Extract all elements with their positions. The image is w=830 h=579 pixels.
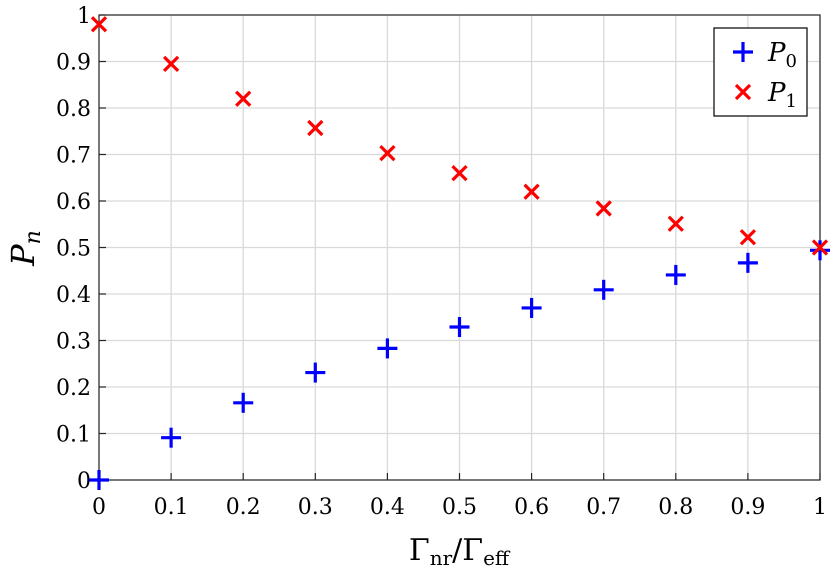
x-tick-label-5: 0.5 xyxy=(442,495,477,520)
y-tick-label-1: 0.1 xyxy=(56,423,91,448)
y-tick-label-10: 1 xyxy=(77,4,91,29)
legend-marker-p0 xyxy=(733,42,753,62)
legend-box xyxy=(713,27,808,117)
x-tick-label-10: 1 xyxy=(813,495,827,520)
marker-plus-series0-point6 xyxy=(521,297,542,318)
legend-label-p0-main: P xyxy=(767,38,786,68)
x-axis-title-gamma1: Γ xyxy=(409,533,430,568)
marker-plus-series0-point10 xyxy=(810,240,830,261)
y-axis-title: Pn xyxy=(4,230,46,267)
x-tick-label-8: 0.8 xyxy=(658,495,693,520)
marker-x-series1-point3 xyxy=(307,119,324,137)
y-axis-title-main: P xyxy=(4,244,42,267)
x-tick-label-4: 0.4 xyxy=(370,495,405,520)
y-axis-title-sub: n xyxy=(21,230,46,244)
y-tick-label-0: 0 xyxy=(77,469,91,494)
x-axis-title-sub1: nr xyxy=(430,546,453,570)
legend-label-p0: P0 xyxy=(767,38,797,72)
legend-plus-marker xyxy=(733,42,753,62)
grid-lines xyxy=(98,14,821,481)
y-tick-labels: 0 0.1 0.2 0.3 0.4 0.5 0.6 0.7 0.8 0.9 1 xyxy=(56,4,91,494)
x-tick-label-6: 0.6 xyxy=(514,495,549,520)
x-axis-title-slash: / xyxy=(452,533,463,568)
legend-entry-p0: P0 xyxy=(733,38,797,72)
marker-plus-series0-point7 xyxy=(593,279,614,300)
legend-label-p1: P1 xyxy=(767,78,797,112)
x-axis-title-gamma2: Γ xyxy=(462,533,483,568)
y-tick-label-9: 0.9 xyxy=(56,51,91,76)
marker-x-series1-point9 xyxy=(739,229,757,246)
y-tick-label-6: 0.6 xyxy=(56,190,91,215)
marker-plus-series0-point4 xyxy=(377,338,398,359)
marker-x-series1-point10 xyxy=(811,239,829,256)
marker-x-series1-point0 xyxy=(90,16,108,33)
legend: P0 P1 xyxy=(713,27,808,117)
marker-plus-series0-point1 xyxy=(161,427,182,448)
marker-plus-series0-point0 xyxy=(89,470,109,490)
x-tick-label-9: 0.9 xyxy=(730,495,765,520)
marker-plus-series0-point3 xyxy=(305,362,326,383)
marker-x-series1-point8 xyxy=(667,215,684,232)
marker-plus-series0-point8 xyxy=(665,264,686,285)
marker-plus-series0-point5 xyxy=(449,317,470,338)
marker-x-series1-point6 xyxy=(523,183,540,200)
marker-x-series1-point5 xyxy=(451,164,468,182)
x-tick-label-1: 0.1 xyxy=(154,495,189,520)
x-tick-label-0: 0 xyxy=(92,495,106,520)
y-tick-label-4: 0.4 xyxy=(56,283,91,308)
data-markers xyxy=(89,16,830,490)
legend-marker-p1 xyxy=(734,83,752,101)
marker-plus-series0-point2 xyxy=(233,392,254,413)
legend-label-p1-main: P xyxy=(767,78,786,108)
legend-x-marker xyxy=(734,83,752,101)
legend-label-p0-sub: 0 xyxy=(786,51,797,72)
y-tick-label-2: 0.2 xyxy=(56,376,91,401)
x-axis-title: Γnr/Γeff xyxy=(409,533,511,570)
marker-x-series1-point7 xyxy=(595,200,612,217)
y-tick-label-8: 0.8 xyxy=(56,97,91,122)
legend-entry-p1: P1 xyxy=(734,78,797,112)
legend-label-p1-sub: 1 xyxy=(786,91,797,112)
y-tick-label-3: 0.3 xyxy=(56,330,91,355)
x-tick-label-2: 0.2 xyxy=(226,495,261,520)
x-tick-labels: 0 0.1 0.2 0.3 0.4 0.5 0.6 0.7 0.8 0.9 1 xyxy=(92,495,827,520)
marker-plus-series0-point9 xyxy=(737,252,758,273)
x-tick-label-3: 0.3 xyxy=(298,495,333,520)
y-tick-label-5: 0.5 xyxy=(56,237,91,262)
y-tick-label-7: 0.7 xyxy=(56,144,91,169)
axis-ticks xyxy=(98,14,821,481)
x-axis-title-sub2: eff xyxy=(483,546,511,570)
marker-x-series1-point1 xyxy=(162,55,180,72)
marker-x-series1-point4 xyxy=(379,144,396,162)
marker-x-series1-point2 xyxy=(235,90,252,107)
x-tick-label-7: 0.7 xyxy=(586,495,621,520)
